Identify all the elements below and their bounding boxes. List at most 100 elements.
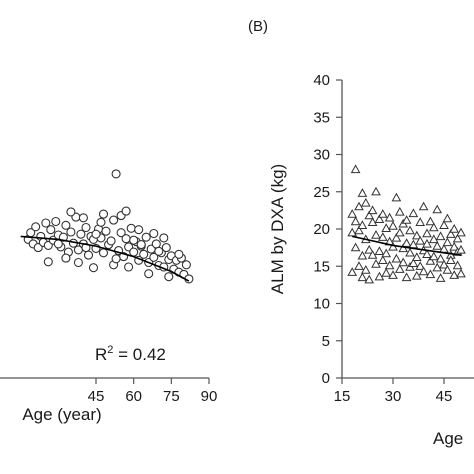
panel-b-point (398, 257, 409, 267)
panel-a-point (81, 222, 91, 233)
panel-b-point (415, 235, 426, 245)
panel-b-point (354, 261, 364, 270)
panel-b-point (367, 205, 378, 215)
panel-a-x-tick-label: 60 (125, 388, 142, 405)
panel-b-point (377, 232, 388, 241)
panel-b-point (350, 242, 361, 252)
panel-b-point (360, 264, 371, 274)
panel-b-point (408, 258, 419, 267)
panel-a-point (129, 247, 139, 257)
panel-b-point (418, 201, 429, 211)
panel-b-point (435, 253, 446, 263)
panel-b: (B) 0 5 10 15 20 25 30 35 40 15 30 45 ALM by DXA (… (248, 18, 474, 448)
panel-b-point (428, 234, 439, 244)
panel-a-point (76, 229, 86, 239)
panel-a-point (121, 234, 131, 244)
panel-b-point (418, 266, 429, 276)
panel-b-point (374, 246, 385, 255)
panel-b-point (377, 209, 388, 218)
panel-b-y-tick-label: 40 (313, 72, 330, 89)
panel-b-y-axis-label: ALM by DXA (kg) (268, 164, 287, 294)
panel-b-x-tick-label: 15 (334, 388, 351, 405)
panel-a-points (23, 169, 194, 284)
panel-b-point (435, 231, 446, 241)
panel-a-point (83, 250, 94, 260)
panel-b-point (364, 210, 375, 220)
panel-b-point (388, 241, 398, 251)
panel-b-x-ticks: 15 30 45 (334, 378, 452, 405)
panel-a-point (61, 253, 71, 263)
panel-a-x-tick-label: 45 (88, 388, 105, 405)
panel-a-point (111, 254, 121, 264)
panel-b-point (374, 271, 385, 281)
panel-b-y-tick-label: 30 (313, 147, 330, 164)
panel-a-point (136, 240, 146, 250)
panel-b-x-axis-label: Age (433, 429, 463, 448)
panel-b-point (449, 241, 460, 251)
panel-b-point (384, 260, 395, 270)
panel-a-x-axis-label: Age (year) (22, 405, 101, 424)
panel-b-point (391, 253, 402, 263)
panel-b-point (381, 223, 392, 232)
panel-a-point (98, 209, 109, 219)
panel-a-point (126, 223, 136, 233)
panel-b-point (422, 249, 432, 258)
panel-a: 45 60 75 90 Age (year) R2 = 0.42 (0, 169, 217, 424)
panel-b-point (391, 232, 402, 242)
panel-b-y-tick-label: 20 (313, 221, 330, 238)
panel-b-point (415, 217, 426, 226)
panel-a-x-ticks: 45 60 75 90 (88, 378, 217, 405)
panel-b-point (367, 250, 378, 259)
panel-a-point (98, 248, 109, 258)
panel-b-point (432, 204, 443, 214)
panel-b-point (432, 262, 443, 272)
panel-a-point (121, 206, 131, 216)
panel-b-point (432, 241, 443, 250)
panel-b-point (449, 223, 460, 233)
panel-b-point (394, 206, 405, 216)
panel-a-point (134, 225, 144, 235)
panel-b-y-tick-label: 15 (313, 258, 330, 275)
panel-b-point (445, 229, 456, 238)
panel-a-point (164, 272, 174, 282)
panel-b-point (456, 244, 466, 254)
panel-b-point (442, 213, 453, 223)
panel-b-y-tick-label: 25 (313, 184, 330, 201)
panel-b-point (350, 164, 361, 174)
panel-a-point (139, 249, 149, 259)
panel-a-point (111, 169, 121, 179)
panel-b-point (357, 220, 368, 229)
panel-b-point (411, 252, 422, 261)
panel-b-point (364, 244, 375, 254)
panel-b-y-tick-label: 5 (322, 333, 330, 350)
panel-a-point (106, 236, 116, 246)
panel-a-point (149, 228, 159, 239)
panel-b-y-tick-label: 10 (313, 296, 330, 313)
panel-a-trendline (20, 235, 190, 282)
panel-b-point (350, 216, 361, 226)
panel-a-point (66, 227, 76, 237)
panel-b-point (401, 215, 412, 224)
panel-a-point (154, 246, 164, 256)
panel-a-point (96, 217, 106, 227)
panel-a-point (61, 220, 71, 230)
panel-a-point (73, 257, 83, 268)
panel-b-point (445, 255, 456, 264)
panel-a-point (51, 216, 61, 227)
panel-a-point (109, 215, 119, 225)
panel-b-point (456, 268, 466, 278)
panel-a-point (53, 239, 63, 249)
panel-a-x-tick-label: 75 (163, 388, 180, 405)
panel-b-point (391, 192, 402, 202)
panel-b-point (428, 251, 439, 261)
panel-b-points (347, 164, 466, 284)
panel-b-point (439, 220, 449, 229)
panel-b-point (357, 272, 368, 282)
panel-b-point (425, 255, 436, 265)
panel-a-point (149, 252, 159, 262)
panel-b-point (371, 186, 381, 196)
panel-b-point (398, 243, 409, 253)
panel-a-point (91, 229, 101, 239)
panel-a-point (161, 243, 171, 253)
